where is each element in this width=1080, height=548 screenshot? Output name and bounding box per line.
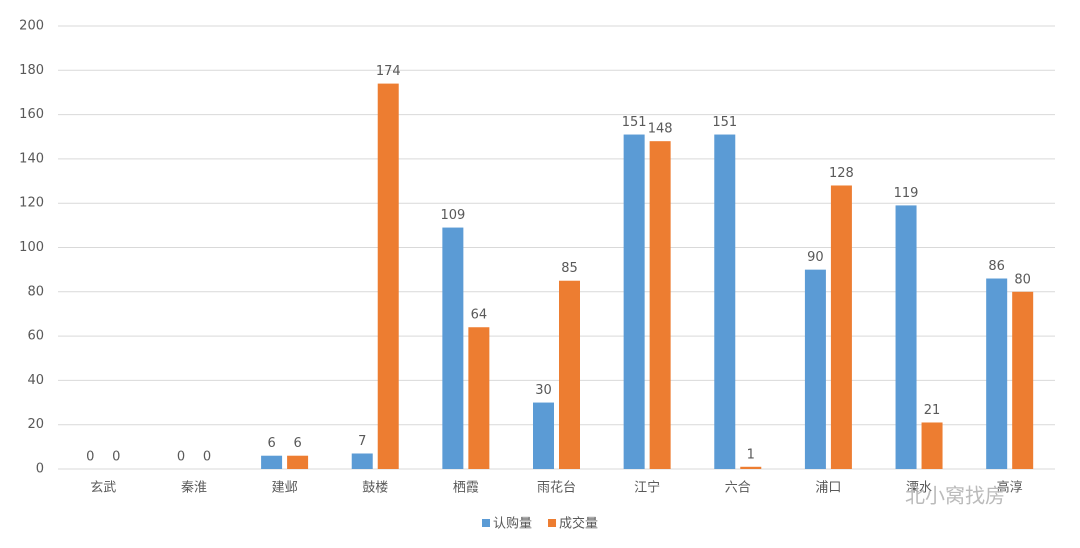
bar bbox=[986, 278, 1008, 469]
x-tick-label: 鼓楼 bbox=[362, 481, 388, 496]
x-tick-label: 溧水 bbox=[906, 481, 932, 496]
bar bbox=[287, 455, 309, 469]
data-label: 128 bbox=[829, 166, 854, 181]
data-label: 151 bbox=[622, 115, 647, 130]
data-label: 0 bbox=[203, 450, 211, 465]
bar bbox=[533, 402, 554, 469]
bar bbox=[921, 422, 943, 469]
data-label: 80 bbox=[1014, 272, 1031, 287]
data-label: 6 bbox=[293, 436, 301, 451]
bar bbox=[1012, 291, 1034, 469]
data-label: 86 bbox=[988, 259, 1005, 274]
x-tick-label: 秦淮 bbox=[181, 481, 207, 496]
legend-label: 成交量 bbox=[559, 516, 598, 532]
data-label: 30 bbox=[535, 383, 552, 398]
y-tick-label: 120 bbox=[19, 196, 44, 211]
data-label: 0 bbox=[86, 450, 94, 465]
data-label: 64 bbox=[471, 308, 488, 323]
y-tick-label: 100 bbox=[19, 240, 44, 255]
data-label: 109 bbox=[440, 208, 465, 223]
legend-label: 认购量 bbox=[493, 516, 532, 532]
data-label: 7 bbox=[358, 434, 366, 449]
legend-swatch bbox=[482, 519, 490, 527]
y-tick-label: 160 bbox=[19, 107, 44, 122]
data-label: 85 bbox=[561, 261, 578, 276]
y-tick-label: 200 bbox=[19, 19, 44, 34]
watermark: 北小窝找房 bbox=[905, 484, 1005, 508]
x-tick-label: 浦口 bbox=[815, 481, 841, 496]
data-label: 1 bbox=[747, 447, 755, 462]
bar bbox=[740, 466, 762, 469]
data-label: 90 bbox=[807, 250, 824, 265]
data-label: 151 bbox=[712, 115, 737, 130]
bar bbox=[351, 453, 373, 469]
bar bbox=[714, 134, 736, 469]
data-label: 6 bbox=[267, 436, 275, 451]
y-tick-label: 20 bbox=[27, 417, 44, 432]
x-tick-label: 六合 bbox=[725, 481, 751, 496]
y-tick-label: 0 bbox=[36, 462, 44, 477]
x-tick-label: 玄武 bbox=[90, 481, 116, 496]
bar bbox=[442, 227, 464, 469]
y-tick-label: 140 bbox=[19, 151, 44, 166]
data-label: 0 bbox=[112, 450, 120, 465]
bar bbox=[468, 327, 490, 469]
x-tick-label: 雨花台 bbox=[537, 480, 576, 496]
data-label: 148 bbox=[648, 122, 673, 137]
bar bbox=[623, 134, 645, 469]
x-tick-label: 高淳 bbox=[997, 480, 1023, 496]
bar bbox=[830, 185, 852, 470]
x-tick-label: 栖霞 bbox=[453, 481, 479, 496]
bar bbox=[377, 83, 399, 469]
x-tick-label: 江宁 bbox=[634, 480, 660, 496]
y-tick-label: 180 bbox=[19, 63, 44, 78]
bar bbox=[804, 269, 826, 469]
legend-swatch bbox=[548, 519, 557, 527]
data-label: 0 bbox=[177, 450, 185, 465]
y-tick-label: 60 bbox=[27, 329, 44, 344]
bar bbox=[261, 455, 283, 469]
bar bbox=[649, 141, 671, 469]
data-label: 174 bbox=[376, 64, 401, 79]
bar bbox=[895, 205, 917, 470]
y-tick-label: 40 bbox=[27, 373, 44, 388]
bar bbox=[559, 280, 580, 469]
y-tick-label: 80 bbox=[27, 284, 44, 299]
data-label: 21 bbox=[924, 403, 941, 418]
data-label: 119 bbox=[894, 186, 919, 201]
x-tick-label: 建邺 bbox=[272, 481, 298, 496]
